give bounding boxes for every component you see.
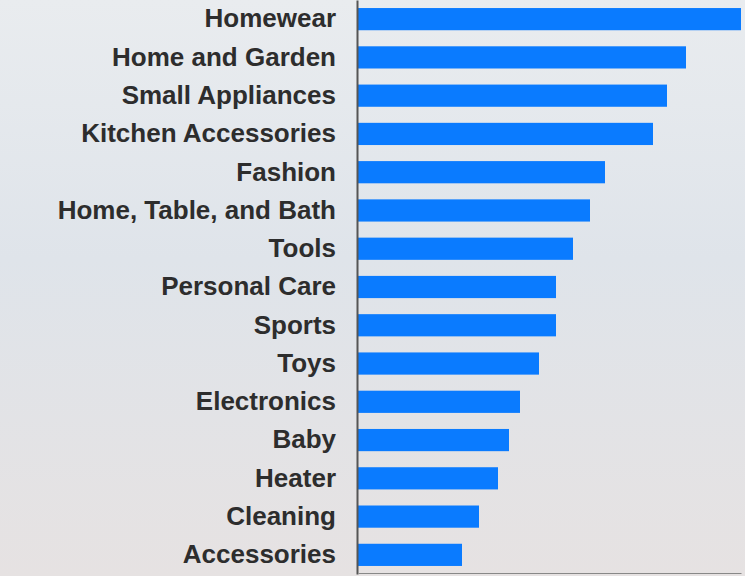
y-tick: Home, Table, and Bath: [58, 195, 357, 225]
y-tick-label: Heater: [255, 463, 336, 493]
y-tick: Baby: [272, 424, 357, 454]
y-tick: Accessories: [183, 539, 357, 569]
y-tick: Cleaning: [226, 501, 357, 531]
bar: [358, 46, 686, 68]
bar: [358, 391, 520, 413]
y-tick: Small Appliances: [122, 80, 357, 110]
y-tick-label: Home and Garden: [112, 42, 336, 72]
y-tick-label: Baby: [272, 424, 336, 454]
y-axis-line: [357, 1, 359, 575]
y-tick-label: Fashion: [236, 157, 336, 187]
bar: [358, 276, 556, 298]
x-axis-line: [359, 573, 742, 574]
y-tick: Personal Care: [161, 271, 357, 301]
y-tick: Sports: [254, 310, 357, 340]
y-tick-label: Toys: [277, 348, 336, 378]
bar: [358, 8, 741, 30]
y-tick: Tools: [269, 233, 357, 263]
bar: [358, 85, 667, 107]
bar: [358, 467, 498, 489]
y-tick-label: Sports: [254, 310, 336, 340]
y-axis: Homewear Home and Garden Small Appliances K…: [58, 1, 358, 575]
bar: [358, 161, 605, 183]
bar: [358, 314, 556, 336]
bars: [358, 8, 741, 566]
y-tick-label: Kitchen Accessories: [81, 118, 336, 148]
bar: [358, 544, 462, 566]
chart: Homewear Home and Garden Small Appliances K…: [0, 0, 745, 576]
bar: [358, 429, 509, 451]
y-tick-label: Electronics: [196, 386, 336, 416]
y-tick-label: Cleaning: [226, 501, 336, 531]
y-tick: Heater: [255, 463, 357, 493]
y-tick-label: Homewear: [205, 3, 337, 33]
bar: [358, 506, 479, 528]
y-tick-label: Small Appliances: [122, 80, 336, 110]
y-tick: Home and Garden: [112, 42, 357, 72]
y-tick-label: Tools: [269, 233, 336, 263]
bar: [358, 199, 590, 221]
y-tick: Toys: [277, 348, 357, 378]
y-tick: Fashion: [236, 157, 357, 187]
bar: [358, 123, 653, 145]
y-tick-label: Accessories: [183, 539, 336, 569]
y-tick: Kitchen Accessories: [81, 118, 357, 148]
y-tick: Electronics: [196, 386, 357, 416]
bar: [358, 238, 573, 260]
x-axis: [359, 573, 742, 574]
y-tick-label: Personal Care: [161, 271, 336, 301]
bar: [358, 352, 539, 374]
y-tick: Homewear: [205, 3, 358, 33]
y-tick-label: Home, Table, and Bath: [58, 195, 336, 225]
